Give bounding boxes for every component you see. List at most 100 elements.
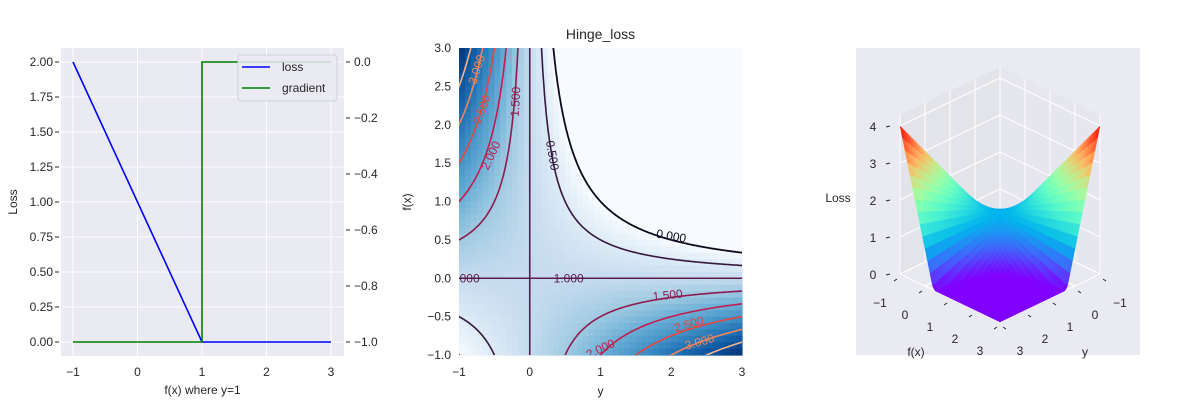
heatmap-cell <box>700 137 708 145</box>
heatmap-cell <box>576 156 584 164</box>
heatmap-cell <box>476 79 484 87</box>
heatmap-cell <box>470 182 478 190</box>
heatmap-cell <box>683 233 690 241</box>
heatmap-cell <box>512 182 519 190</box>
heatmap-cell <box>459 156 466 164</box>
heatmap-cell <box>582 329 590 337</box>
heatmap-cell <box>523 310 531 318</box>
heatmap-cell <box>606 86 613 94</box>
heatmap-cell <box>688 303 696 311</box>
heatmap-cell <box>683 48 690 55</box>
y-tick-label: −1.0 <box>427 348 451 362</box>
heatmap-cell <box>541 60 549 68</box>
heatmap-cell <box>629 86 637 94</box>
heatmap-cell <box>730 303 737 311</box>
heatmap-cell <box>730 169 737 177</box>
heatmap-cell <box>624 265 631 273</box>
heatmap-cell <box>553 297 560 305</box>
heatmap-cell <box>724 124 731 132</box>
heatmap-cell <box>488 182 495 190</box>
heatmap-cell <box>565 207 572 215</box>
heatmap-cell <box>665 239 672 247</box>
heatmap-cell <box>476 150 484 158</box>
heatmap-cell <box>612 291 619 299</box>
heatmap-cell <box>470 310 478 318</box>
heatmap-cell <box>712 137 720 145</box>
heatmap-cell <box>612 239 619 247</box>
heatmap-cell <box>635 246 643 254</box>
heatmap-cell <box>506 118 513 126</box>
heatmap-cell <box>565 303 572 311</box>
heatmap-cell <box>618 143 625 151</box>
heatmap-cell <box>459 303 466 311</box>
heatmap-cell <box>464 73 472 81</box>
heatmap-cell <box>647 118 655 126</box>
heatmap-cell <box>488 105 495 113</box>
heatmap-cell <box>671 86 678 94</box>
heatmap-cell <box>476 105 484 113</box>
heatmap-cell <box>476 246 484 254</box>
heatmap-cell <box>529 259 537 267</box>
contour-label: 0.000 <box>655 227 687 246</box>
heatmap-cell <box>712 48 720 55</box>
heatmap-cell <box>718 233 725 241</box>
heatmap-cell <box>653 99 661 107</box>
heatmap-cell <box>730 239 737 247</box>
heatmap-cell <box>482 188 490 196</box>
heatmap-cell <box>482 297 490 305</box>
heatmap-cell <box>730 291 737 299</box>
heatmap-cell <box>500 54 507 62</box>
heatmap-cell <box>671 201 678 209</box>
heatmap-cell <box>571 284 578 292</box>
heatmap-cell <box>476 233 484 241</box>
heatmap-cell <box>517 188 525 196</box>
heatmap-cell <box>659 92 666 100</box>
heatmap-cell <box>688 143 696 151</box>
heatmap-cell <box>588 182 596 190</box>
heatmap-cell <box>559 291 566 299</box>
heatmap-cell <box>553 214 560 222</box>
heatmap-cell <box>571 143 578 151</box>
heatmap-cell <box>535 124 543 132</box>
heatmap-cell <box>565 175 572 183</box>
heatmap-cell <box>559 163 566 171</box>
heatmap-cell <box>629 60 637 68</box>
heatmap-cell <box>724 335 731 343</box>
heatmap-cell <box>517 271 525 279</box>
heatmap-cell <box>588 239 596 247</box>
heatmap-cell <box>559 297 566 305</box>
heatmap-cell <box>559 252 566 260</box>
heatmap-cell <box>553 195 560 203</box>
heatmap-cell <box>565 233 572 241</box>
heatmap-cell <box>541 278 549 286</box>
heatmap-cell <box>694 329 702 337</box>
heatmap-cell <box>700 182 708 190</box>
heatmap-cell <box>694 73 702 81</box>
heatmap-cell <box>494 67 501 75</box>
heatmap-cell <box>671 207 678 215</box>
heatmap-cell <box>688 278 696 286</box>
heatmap-cell <box>482 79 490 87</box>
heatmap-cell <box>476 99 484 107</box>
heatmap-cell <box>535 316 543 324</box>
heatmap-cell <box>624 214 631 222</box>
heatmap-cell <box>464 233 472 241</box>
heatmap-cell <box>494 323 501 331</box>
heatmap-cell <box>730 297 737 305</box>
heatmap-cell <box>523 291 531 299</box>
heatmap-cell <box>712 124 720 132</box>
heatmap-cell <box>488 201 495 209</box>
heatmap-cell <box>476 156 484 164</box>
heatmap-cell <box>523 86 531 94</box>
heatmap-cell <box>718 182 725 190</box>
heatmap-cell <box>559 118 566 126</box>
heatmap-cell <box>688 111 696 119</box>
heatmap-cell <box>688 227 696 235</box>
heatmap-cell <box>582 67 590 75</box>
heatmap-cell <box>482 233 490 241</box>
heatmap-cell <box>612 118 619 126</box>
heatmap-cell <box>671 92 678 100</box>
y2-tick-label: −0.8 <box>354 279 378 293</box>
heatmap-cell <box>482 54 490 62</box>
heatmap-cell <box>523 297 531 305</box>
